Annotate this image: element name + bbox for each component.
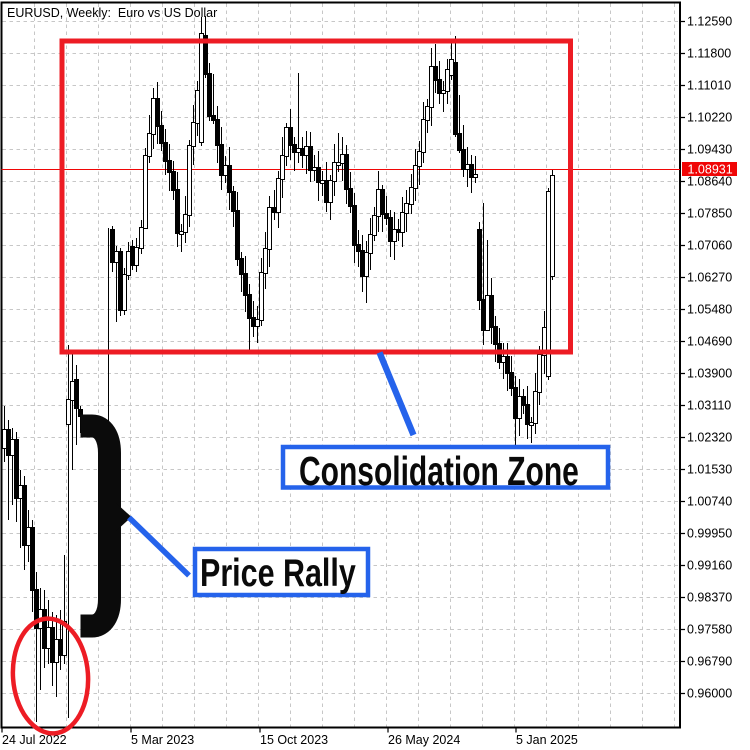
svg-text:1.07060: 1.07060 bbox=[687, 239, 732, 253]
svg-text:EURUSD, Weekly: Euro vs US Do: EURUSD, Weekly: Euro vs US Dollar bbox=[7, 6, 217, 20]
svg-text:1.12590: 1.12590 bbox=[687, 15, 732, 29]
svg-text:0.96000: 0.96000 bbox=[687, 687, 732, 701]
svg-text:0.99950: 0.99950 bbox=[687, 527, 732, 541]
svg-text:5 Mar 2023: 5 Mar 2023 bbox=[131, 733, 194, 747]
svg-text:0.96790: 0.96790 bbox=[687, 655, 732, 669]
svg-text:26 May 2024: 26 May 2024 bbox=[388, 733, 460, 747]
svg-text:1.08931: 1.08931 bbox=[688, 163, 733, 177]
svg-text:1.06270: 1.06270 bbox=[687, 271, 732, 285]
svg-text:24 Jul 2022: 24 Jul 2022 bbox=[2, 733, 67, 747]
svg-text:0.97580: 0.97580 bbox=[687, 623, 732, 637]
svg-text:1.02320: 1.02320 bbox=[687, 431, 732, 445]
svg-text:1.03900: 1.03900 bbox=[687, 367, 732, 381]
svg-text:1.03110: 1.03110 bbox=[687, 399, 731, 413]
svg-text:1.01530: 1.01530 bbox=[687, 463, 732, 477]
svg-text:1.00740: 1.00740 bbox=[687, 495, 732, 509]
svg-text:1.04690: 1.04690 bbox=[687, 335, 732, 349]
svg-text:Consolidation Zone: Consolidation Zone bbox=[299, 447, 579, 494]
svg-text:1.10220: 1.10220 bbox=[687, 111, 732, 125]
svg-text:0.99160: 0.99160 bbox=[687, 559, 732, 573]
svg-text:15 Oct 2023: 15 Oct 2023 bbox=[260, 733, 328, 747]
svg-text:Price Rally: Price Rally bbox=[200, 551, 356, 594]
svg-text:1.11800: 1.11800 bbox=[687, 47, 731, 61]
svg-text:1.05480: 1.05480 bbox=[687, 303, 732, 317]
svg-text:1.08640: 1.08640 bbox=[687, 175, 732, 189]
svg-text:1.09430: 1.09430 bbox=[687, 143, 732, 157]
svg-text:1.07850: 1.07850 bbox=[687, 207, 732, 221]
svg-text:1.11010: 1.11010 bbox=[687, 79, 731, 93]
svg-text:5 Jan 2025: 5 Jan 2025 bbox=[516, 733, 578, 747]
svg-text:0.98370: 0.98370 bbox=[687, 591, 732, 605]
